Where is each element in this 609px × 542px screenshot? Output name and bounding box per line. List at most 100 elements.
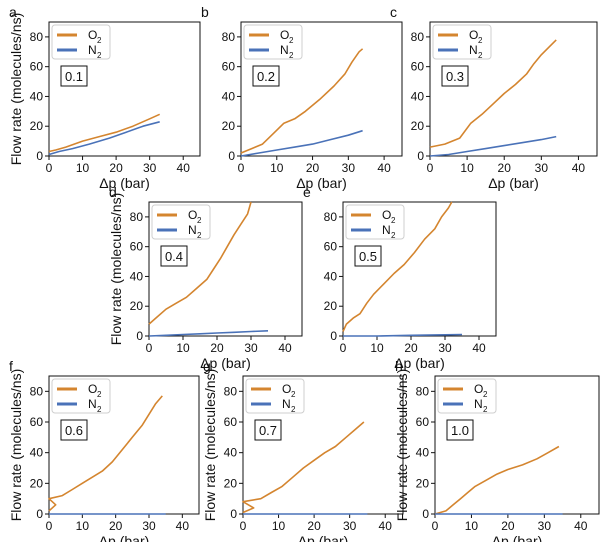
y-tick-label: 60 xyxy=(416,415,430,429)
panel-label: f xyxy=(9,358,13,374)
y-tick-label: 40 xyxy=(30,446,44,460)
fraction-label: 0.2 xyxy=(257,69,275,84)
legend-entry-subscript: 2 xyxy=(478,36,483,45)
y-axis-label: Flow rate (molecules/ns) xyxy=(8,369,24,522)
legend-entry: O xyxy=(188,208,197,222)
y-tick-label: 20 xyxy=(30,119,44,133)
y-tick-label: 0 xyxy=(422,507,429,521)
y-tick-label: 80 xyxy=(30,384,44,398)
series-line-O2 xyxy=(242,421,365,514)
x-tick-label: 20 xyxy=(210,341,224,355)
x-axis-label: Δp (bar) xyxy=(200,355,251,371)
x-tick-label: 10 xyxy=(465,519,479,533)
x-axis-label: Δp (bar) xyxy=(492,533,543,542)
y-tick-label: 0 xyxy=(36,507,43,521)
fraction-label: 0.5 xyxy=(359,249,377,264)
panel-label: e xyxy=(303,184,311,200)
y-tick-label: 40 xyxy=(416,446,430,460)
fraction-box xyxy=(441,65,469,87)
legend-entry: O xyxy=(382,208,391,222)
y-tick-label: 40 xyxy=(30,89,44,103)
x-tick-label: 30 xyxy=(143,161,157,175)
panel-label: h xyxy=(395,358,403,374)
y-tick-label: 60 xyxy=(130,240,144,254)
fraction-box xyxy=(160,245,188,267)
chart-panel-c: 0 10 20 30 40 0 20 40 60 80 Δp (bar) c O 2N 2 0.3 xyxy=(390,4,598,191)
y-tick-label: 80 xyxy=(416,384,430,398)
fraction-box xyxy=(446,419,474,441)
x-tick-label: 30 xyxy=(438,341,452,355)
y-tick-label: 40 xyxy=(130,269,144,283)
x-tick-label: 30 xyxy=(142,519,156,533)
y-tick-label: 0 xyxy=(228,149,235,163)
y-tick-label: 0 xyxy=(136,329,143,343)
x-tick-label: 10 xyxy=(460,161,474,175)
y-tick-label: 20 xyxy=(224,476,238,490)
y-tick-label: 60 xyxy=(30,60,44,74)
chart-panel-a: 0 10 20 30 40 0 20 40 60 80 Δp (bar) Flow rate (mol… xyxy=(8,4,201,191)
legend-entry: O xyxy=(282,382,291,396)
legend-entry-subscript: 2 xyxy=(97,405,102,414)
x-tick-label: 20 xyxy=(498,161,512,175)
legend-entry-subscript: 2 xyxy=(97,36,102,45)
x-tick-label: 30 xyxy=(342,161,356,175)
fraction-label: 0.6 xyxy=(65,423,83,438)
panel-label: b xyxy=(201,4,209,20)
y-tick-label: 20 xyxy=(416,476,430,490)
x-tick-label: 20 xyxy=(307,519,321,533)
x-axis-label: Δp (bar) xyxy=(488,175,539,191)
y-axis-label: Flow rate (molecules/ns) xyxy=(202,369,218,522)
x-tick-label: 0 xyxy=(340,341,347,355)
x-tick-label: 0 xyxy=(427,161,434,175)
y-tick-label: 60 xyxy=(224,415,238,429)
x-tick-label: 30 xyxy=(343,519,357,533)
legend-entry-subscript: 2 xyxy=(197,231,202,240)
legend-entry: N xyxy=(282,397,291,411)
x-tick-label: 40 xyxy=(377,161,391,175)
fraction-box xyxy=(60,419,88,441)
legend-entry-subscript: 2 xyxy=(289,51,294,60)
x-tick-label: 20 xyxy=(404,341,418,355)
x-tick-label: 40 xyxy=(572,161,586,175)
series-line-N2 xyxy=(48,121,160,156)
legend-entry-subscript: 2 xyxy=(483,390,488,399)
panel-label: g xyxy=(203,358,211,374)
fraction-label: 0.4 xyxy=(165,249,183,264)
x-tick-label: 40 xyxy=(177,161,191,175)
legend-entry: N xyxy=(469,43,478,57)
y-tick-label: 0 xyxy=(330,329,337,343)
y-tick-label: 0 xyxy=(36,149,43,163)
x-tick-label: 10 xyxy=(272,519,286,533)
x-axis-label: Δp (bar) xyxy=(296,175,347,191)
series-line-O2 xyxy=(434,445,560,515)
series-line-O2 xyxy=(240,48,364,154)
legend-entry-subscript: 2 xyxy=(478,51,483,60)
x-tick-label: 0 xyxy=(240,519,247,533)
legend-entry: O xyxy=(280,28,289,42)
x-tick-label: 10 xyxy=(76,161,90,175)
chart-panel-b: 0 10 20 30 40 0 20 40 60 80 Δp (bar) b O 2N 2 0.2 xyxy=(201,4,403,191)
y-tick-label: 60 xyxy=(222,60,236,74)
series-line-O2 xyxy=(342,201,453,332)
series-line-N2 xyxy=(429,135,557,157)
y-axis-label: Flow rate (molecules/ns) xyxy=(8,13,24,166)
legend-entry: O xyxy=(474,382,483,396)
chart-panel-f: 0 10 20 30 40 0 20 40 60 80 Δp (bar) Flow rate (mol… xyxy=(8,358,200,542)
series-line-O2 xyxy=(429,39,557,148)
fraction-box xyxy=(252,65,280,87)
x-tick-label: 20 xyxy=(306,161,320,175)
x-tick-label: 10 xyxy=(270,161,284,175)
series-line-N2 xyxy=(240,129,363,157)
legend-entry: N xyxy=(382,223,391,237)
legend-entry: N xyxy=(280,43,289,57)
fraction-label: 0.1 xyxy=(65,69,83,84)
x-tick-label: 30 xyxy=(535,161,549,175)
series-line-N2 xyxy=(343,333,463,337)
chart-panel-d: 0 10 20 30 40 0 20 40 60 80 Δp (bar) Flow rate (mol… xyxy=(108,184,303,371)
chart-panel-e: 0 10 20 30 40 0 20 40 60 80 Δp (bar) e O 2N 2 0.5 xyxy=(303,184,497,371)
x-tick-label: 20 xyxy=(501,519,515,533)
legend-entry: N xyxy=(88,43,97,57)
y-axis-label: Flow rate (molecules/ns) xyxy=(108,193,124,346)
